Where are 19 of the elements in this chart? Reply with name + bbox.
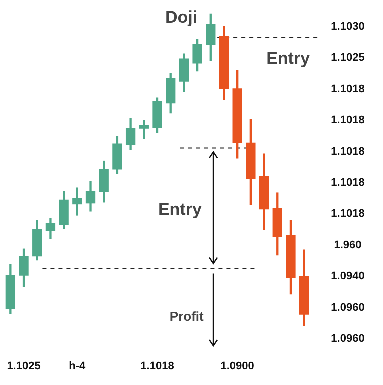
text: 1.1025 bbox=[331, 52, 365, 64]
text: 1.0940 bbox=[331, 270, 365, 283]
x-tick-label: 1.1018 bbox=[140, 360, 174, 372]
text: 1.0960 bbox=[331, 302, 365, 314]
text: 1.1018 bbox=[331, 146, 365, 158]
text: 1.1018 bbox=[331, 83, 365, 96]
x-tick-label: 1.1025 bbox=[7, 360, 41, 372]
text: 1.960 bbox=[334, 239, 362, 252]
x-tick-label: 1.0900 bbox=[220, 360, 254, 372]
text: 1.1018 bbox=[331, 208, 365, 220]
text: 1.1018 bbox=[331, 177, 365, 190]
text: 1.1018 bbox=[331, 114, 365, 127]
x-tick-label: h-4 bbox=[69, 360, 87, 372]
annotation: Doji bbox=[165, 8, 198, 27]
annotation: Profit bbox=[170, 309, 204, 324]
annotation: Entry bbox=[158, 200, 202, 219]
text: 1.0960 bbox=[331, 333, 365, 346]
annotation: Entry bbox=[266, 48, 311, 68]
text: 1.1030 bbox=[331, 21, 365, 34]
